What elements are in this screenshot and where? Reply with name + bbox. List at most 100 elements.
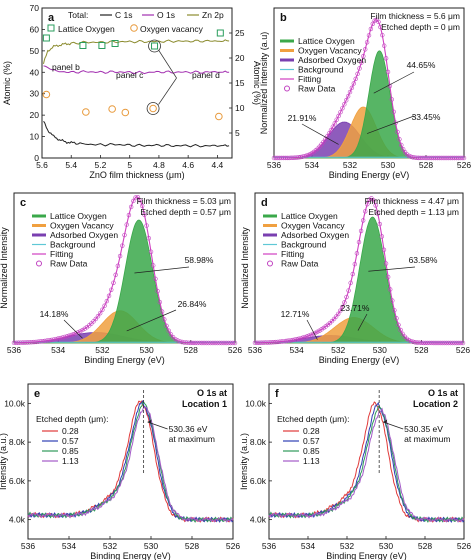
percent-pointer <box>366 115 415 134</box>
raw-data-point <box>433 340 439 346</box>
raw-data-point <box>221 340 227 346</box>
raw-data-point <box>267 340 272 345</box>
fitting-curve <box>14 196 235 344</box>
legend-label: Raw Data <box>281 259 319 269</box>
legend-label: Oxygen vacancy <box>140 24 204 34</box>
raw-data-point <box>396 322 401 328</box>
y-tick-label: 0 <box>34 153 39 163</box>
raw-data-point <box>345 94 351 99</box>
raw-data-point <box>38 339 43 344</box>
plot-frame <box>41 7 233 159</box>
raw-data-point <box>120 243 125 248</box>
raw-data-point <box>195 340 200 346</box>
raw-data-point <box>391 109 396 115</box>
raw-data-point <box>188 340 194 346</box>
raw-data-point <box>361 54 366 59</box>
x-axis-label: Binding Energy (eV) <box>329 170 410 180</box>
raw-data-point <box>412 340 418 345</box>
raw-data-point <box>109 287 114 292</box>
raw-data-point <box>104 298 110 304</box>
x-tick-label: 526 <box>457 160 471 170</box>
raw-data-point <box>16 340 21 345</box>
raw-data-point <box>365 201 370 207</box>
oxygen-vacancy-marker <box>82 108 90 116</box>
y2-tick-label: 25 <box>235 28 245 38</box>
oxygen-vacancy-marker <box>108 105 116 113</box>
y-axis-label: Intensity (a.u.) <box>0 433 8 490</box>
raw-data-point <box>336 311 341 317</box>
legend-label: Lattice Oxygen <box>58 24 115 34</box>
raw-data-point <box>333 314 339 319</box>
raw-data-point <box>352 261 358 267</box>
x-tick-label: 530 <box>373 345 387 355</box>
x-tick-label: 526 <box>456 345 470 355</box>
x-tick-label: 528 <box>185 541 199 551</box>
x-tick-label: 536 <box>248 345 262 355</box>
legend-swatch <box>284 85 290 92</box>
raw-data-point <box>193 340 198 346</box>
panel-b: 536 534 532 530 528 526 Binding Energy (eV) Nor… <box>259 7 471 180</box>
raw-data-point <box>155 288 160 294</box>
spectrum-0.57 <box>27 399 234 523</box>
legend-label: 0.57 <box>303 436 320 446</box>
raw-data-point <box>296 336 301 341</box>
legend-swatch <box>130 24 138 32</box>
legend-swatch <box>47 24 55 32</box>
raw-data-point <box>157 299 163 305</box>
raw-data-point <box>342 102 347 107</box>
raw-data-point <box>91 319 96 324</box>
annotation-panel-d: panel d <box>192 70 220 80</box>
raw-data-point <box>36 339 41 344</box>
fitting-curve <box>274 19 464 159</box>
legend-label: Background <box>50 240 96 250</box>
raw-data-point <box>148 249 154 254</box>
raw-data-point <box>219 340 224 346</box>
y-tick-label: 70 <box>30 3 40 13</box>
raw-data-point <box>448 340 453 346</box>
panel-letter: b <box>280 12 287 24</box>
raw-data-point <box>275 339 281 345</box>
spectrum-1.13 <box>268 407 465 523</box>
series-line-o-1s <box>43 65 230 75</box>
raw-data-point <box>217 340 222 346</box>
raw-data-point <box>442 340 447 346</box>
raw-data-point <box>230 340 235 346</box>
peak-label: at maximum <box>404 434 450 444</box>
raw-data-point <box>27 340 32 345</box>
etched-depth: Etched depth = 0.57 μm <box>140 207 231 217</box>
raw-data-point <box>204 340 209 346</box>
raw-data-point <box>389 97 394 102</box>
raw-data-point <box>347 89 353 95</box>
raw-data-point <box>228 340 233 346</box>
percent-label-lattice-oxygen: 58.98% <box>185 255 214 265</box>
raw-data-point <box>29 340 34 345</box>
legend-label: Fitting <box>298 74 321 84</box>
lattice-oxygen-marker <box>151 42 159 50</box>
x-tick-label: 536 <box>7 345 21 355</box>
raw-data-point <box>20 340 26 345</box>
raw-data-point <box>378 24 383 30</box>
x-tick-label: 4.6 <box>182 160 194 170</box>
raw-data-point <box>375 211 380 216</box>
raw-data-point <box>277 339 283 344</box>
raw-data-point <box>265 340 270 345</box>
raw-data-point <box>356 239 362 245</box>
raw-data-point <box>427 340 432 346</box>
lattice-oxygen-marker <box>79 42 87 49</box>
raw-data-point <box>263 340 268 345</box>
raw-data-point <box>11 340 17 346</box>
raw-data-point <box>382 43 387 48</box>
highlight-circle <box>148 39 161 53</box>
raw-data-point <box>33 339 39 345</box>
legend-swatch <box>36 260 42 267</box>
percent-pointer <box>306 319 318 340</box>
y-tick-label: 20 <box>30 110 40 120</box>
film-thickness: Film thickness = 4.47 μm <box>365 196 459 206</box>
legend-label: Adsorbed Oxygen <box>50 230 118 240</box>
raw-data-point <box>159 309 165 314</box>
raw-data-point <box>435 340 441 346</box>
raw-data-point <box>252 340 258 346</box>
raw-data-point <box>338 308 343 313</box>
raw-data-point <box>186 340 191 345</box>
raw-data-point <box>42 338 48 344</box>
